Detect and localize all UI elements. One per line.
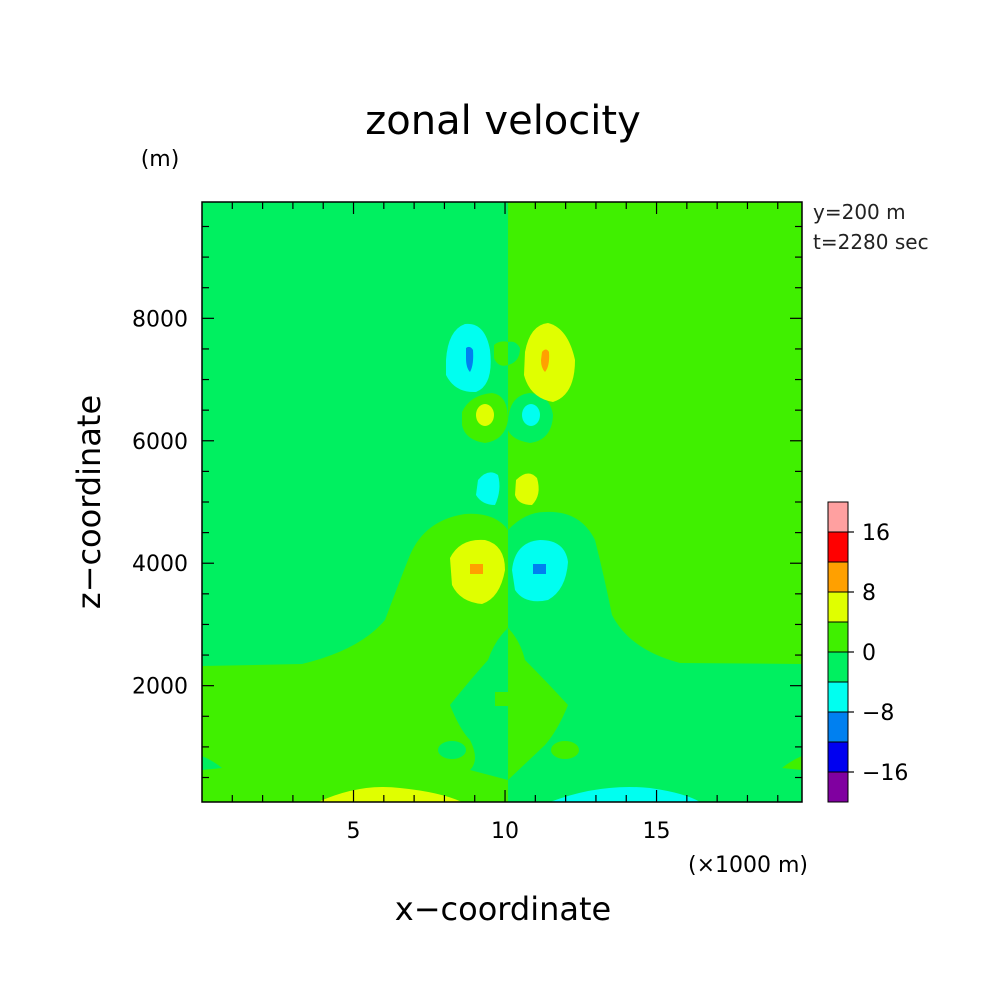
colorbar-segment	[827, 771, 849, 803]
cell-7300-positive-core	[541, 349, 550, 372]
cell-7500-right	[508, 341, 520, 365]
y-tick-label: 6000	[132, 430, 188, 455]
y-tick-label: 8000	[132, 307, 188, 332]
cell-7300-positive	[524, 323, 575, 402]
region-column-lower-right	[508, 628, 568, 780]
colorbar-segment	[827, 711, 849, 743]
colorbar-segment	[827, 561, 849, 593]
cell-4000-positive-core	[470, 564, 483, 574]
cell-7500-left	[494, 341, 508, 366]
x-tick-label: 5	[347, 819, 361, 844]
chart-title: zonal velocity	[365, 98, 641, 144]
y-unit-label: (m)	[141, 147, 180, 172]
colorbar-ticks: 16 8 0 −8 −16	[848, 521, 908, 786]
surface-negative-band	[550, 786, 700, 802]
colorbar-segment	[827, 681, 849, 713]
colorbar-segment	[827, 651, 849, 683]
lobe-left	[438, 741, 466, 759]
lobe-right	[551, 741, 579, 759]
region-lower-right-negative	[508, 511, 802, 802]
region-small-cell	[495, 692, 520, 706]
cell-6400-positive	[476, 404, 494, 426]
x-tick-labels: 5 10 15	[347, 819, 671, 844]
cell-5000-negative	[476, 472, 500, 505]
x-tick-label: 15	[643, 819, 671, 844]
cell-7300-negative-core	[466, 346, 474, 372]
region-column-lower-left	[450, 628, 508, 780]
contour-field	[202, 202, 802, 802]
y-tick-labels: 2000 4000 6000 8000	[132, 307, 188, 699]
y-tick-label: 2000	[132, 675, 188, 700]
x-tick-label: 10	[491, 819, 519, 844]
colorbar-tick-label: 0	[862, 641, 876, 666]
colorbar-tick-label: 16	[862, 521, 890, 546]
annotation-y: y=200 m	[813, 200, 906, 224]
colorbar-tick-label: −16	[862, 761, 908, 786]
colorbar-segment	[827, 741, 849, 773]
region-lower-left-positive	[202, 513, 508, 802]
colorbar-segment	[827, 591, 849, 623]
edge-left-lobe	[202, 756, 222, 770]
cell-5000-positive	[515, 473, 539, 505]
x-axis-title: x−coordinate	[395, 890, 611, 928]
colorbar-segment	[827, 501, 849, 533]
edge-right-lobe	[782, 756, 802, 770]
x-unit-label: (×1000 m)	[688, 853, 808, 878]
colorbar-tick-label: 8	[862, 581, 876, 606]
axis-ticks	[202, 202, 802, 802]
cell-6400-negative	[522, 404, 540, 426]
colorbar-tick-label: −8	[862, 701, 894, 726]
annotation-t: t=2280 sec	[813, 230, 929, 254]
colorbar-segment	[827, 531, 849, 563]
y-axis-title: z−coordinate	[70, 395, 108, 609]
colorbar-segment	[827, 621, 849, 653]
colorbar	[827, 501, 849, 803]
cell-4000-negative-core	[533, 564, 546, 574]
y-tick-label: 4000	[132, 552, 188, 577]
